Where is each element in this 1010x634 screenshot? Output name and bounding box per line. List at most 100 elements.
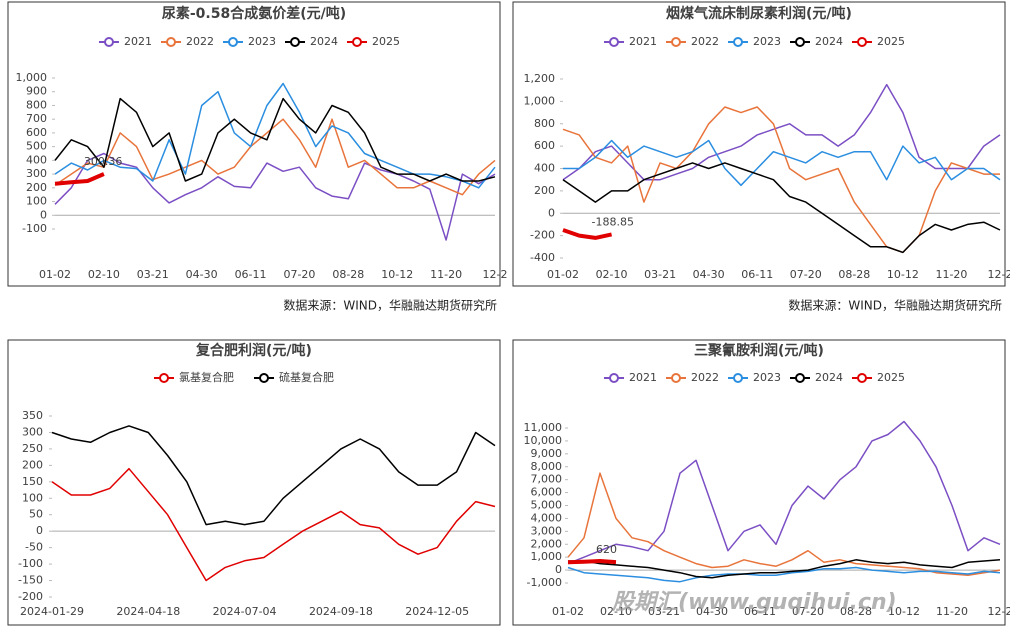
legend-swatch [857,37,867,47]
y-tick-label: 0 [555,563,562,576]
x-tick-label: 11-20 [430,268,462,281]
x-tick-label: 10-12 [888,605,920,618]
series-line [567,566,1001,583]
x-tick-label: 04-30 [693,268,725,281]
x-tick-label: 11-20 [936,605,968,618]
y-tick-label: 10,000 [524,434,563,447]
x-tick-label: 2024-12-05 [405,605,469,618]
y-tick-label: 9,000 [531,447,563,460]
panel-frame [512,1,1006,287]
legend-label: 2025 [877,371,905,384]
series-line [54,97,496,182]
y-tick-label: -200 [530,229,555,242]
legend-label: 2022 [691,35,719,48]
series-line [51,467,496,582]
legend-label: 2025 [372,35,400,48]
x-tick-label: 10-12 [381,268,413,281]
x-tick-label: 04-30 [186,268,218,281]
legend-label: 2023 [248,35,276,48]
legend-swatch [795,37,805,47]
legend-label: 2022 [691,371,719,384]
y-tick-label: -100 [22,222,47,235]
legend-swatch [104,37,114,47]
legend-swatch [352,37,362,47]
legend-swatch [609,373,619,383]
y-tick-label: 200 [534,184,555,197]
x-tick-label: 08-28 [840,605,872,618]
legend-label: 2023 [753,35,781,48]
y-tick-label: 900 [26,85,47,98]
legend-swatch [228,37,238,47]
panel-frame [7,339,501,626]
legend-swatch [857,373,867,383]
y-tick-label: 0 [548,206,555,219]
data-label: -188.85 [592,215,634,228]
y-tick-label: 1,000 [531,550,563,563]
y-tick-label: 250 [22,442,43,455]
x-tick-label: 02-10 [88,268,120,281]
series-line [54,172,105,186]
x-tick-label: 03-21 [137,268,169,281]
x-tick-label: 11-20 [935,268,967,281]
series-line [562,228,613,240]
legend-swatch [671,373,681,383]
legend-swatch [609,37,619,47]
source-note: 数据来源：WIND，华融融达期货研究所 [283,298,497,313]
legend-swatch [671,37,681,47]
source-note: 数据来源：WIND，华融融达期货研究所 [788,298,1002,313]
x-tick-label: 12-2 [988,605,1010,618]
x-tick-label: 01-02 [547,268,579,281]
legend-swatch [290,37,300,47]
y-tick-label: 8,000 [531,460,563,473]
y-tick-label: 200 [26,181,47,194]
x-tick-label: 02-10 [600,605,632,618]
series-line [567,559,617,565]
chart-title: 复合肥利润(元/吨) [195,342,312,359]
x-tick-label: 06-11 [741,268,773,281]
x-tick-label: 10-12 [887,268,919,281]
chart-title: 尿素-0.58合成氨价差(元/吨) [162,5,346,22]
y-tick-label: 11,000 [524,421,563,434]
y-tick-label: 7,000 [531,473,563,486]
y-tick-label: -200 [18,590,43,603]
legend-swatch [733,373,743,383]
legend-label: 2023 [753,371,781,384]
y-tick-label: 2,000 [531,537,563,550]
chart-title: 三聚氰胺利润(元/吨) [694,342,824,359]
y-tick-label: 400 [26,153,47,166]
legend-swatch [795,373,805,383]
x-tick-label: 01-02 [39,268,71,281]
data-label: 620 [596,543,617,556]
y-tick-label: 100 [22,491,43,504]
x-tick-label: 12-2 [483,268,508,281]
x-tick-label: 04-30 [696,605,728,618]
y-tick-label: 1,000 [16,71,48,84]
y-tick-label: 5,000 [531,499,563,512]
legend-label: 2021 [124,35,152,48]
chart-title: 烟煤气流床制尿素利润(元/吨) [666,5,852,22]
y-tick-label: 350 [22,409,43,422]
series-line [562,162,1001,254]
x-tick-label: 12-2 [988,268,1010,281]
series-line [51,425,496,526]
x-tick-label: 07-20 [790,268,822,281]
x-tick-label: 2024-07-04 [213,605,277,618]
legend-label: 2024 [815,35,843,48]
y-tick-label: 100 [26,195,47,208]
x-tick-label: 2024-09-18 [309,605,373,618]
y-tick-label: 150 [22,475,43,488]
y-tick-label: 700 [26,112,47,125]
x-tick-label: 2024-01-29 [20,605,84,618]
y-tick-label: -1,000 [527,576,562,589]
y-tick-label: 300 [26,167,47,180]
y-tick-label: 500 [26,140,47,153]
legend-label: 2021 [629,35,657,48]
series-line [563,139,1001,187]
legend-label: 2021 [629,371,657,384]
legend-label: 硫基复合肥 [279,370,334,384]
y-tick-label: 300 [22,425,43,438]
y-tick-label: 600 [26,126,47,139]
legend-label: 2024 [815,371,843,384]
x-tick-label: 03-21 [644,268,676,281]
